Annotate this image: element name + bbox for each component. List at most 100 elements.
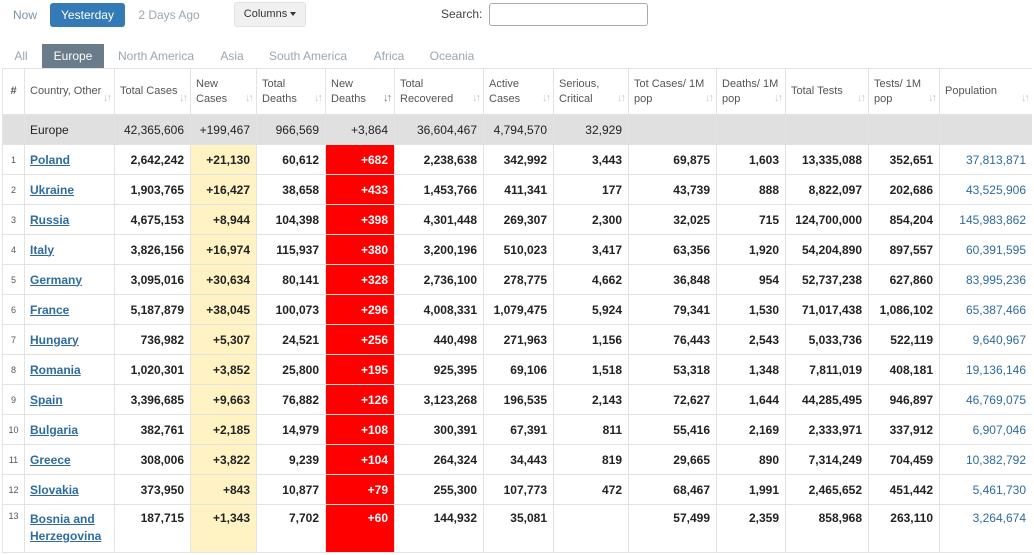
tab-north-america[interactable]: North America xyxy=(117,49,195,63)
cell-new-cases: +199,467 xyxy=(190,114,257,145)
now-button[interactable]: Now xyxy=(12,8,37,22)
cell-new-cases: +16,427 xyxy=(190,174,257,205)
column-header-country-other[interactable]: Country, Other ↓↑ xyxy=(24,68,115,115)
cell-new-cases: +3,822 xyxy=(190,444,257,475)
cell-tot-cases-1m-pop: 79,341 xyxy=(628,294,717,325)
column-header-total-deaths[interactable]: Total Deaths ↓↑ xyxy=(256,68,326,115)
cell-tot-cases-1m-pop: 53,318 xyxy=(628,354,717,385)
columns-dropdown-button[interactable]: Columns xyxy=(234,2,306,27)
tab-all[interactable]: All xyxy=(14,49,28,63)
sort-icon[interactable]: ↓↑ xyxy=(542,92,551,104)
population-link[interactable]: 10,382,792 xyxy=(965,452,1026,467)
cell-tests-1m-pop: 627,860 xyxy=(868,264,940,295)
column-header-tests-1m-pop[interactable]: Tests/ 1M pop ↓↑ xyxy=(868,68,940,115)
sort-icon[interactable]: ↓↑ xyxy=(103,92,112,104)
population-link[interactable]: 3,264,674 xyxy=(972,511,1026,525)
cell-serious-critical: 2,143 xyxy=(553,384,629,415)
population-link[interactable]: 37,813,871 xyxy=(965,152,1026,167)
table-row: 8 Romania 1,020,301 +3,852 25,800 +195 925,395… xyxy=(2,354,1032,385)
cell-tests-1m-pop xyxy=(868,114,940,145)
country-link[interactable]: Bosnia and Herzegovina xyxy=(30,512,102,543)
cell-population: 83,995,236 xyxy=(939,264,1032,295)
sort-icon[interactable]: ↓↑ xyxy=(383,92,392,104)
cell-rank xyxy=(2,114,25,145)
cell-total-recovered: 2,238,638 xyxy=(394,144,484,175)
column-header-population[interactable]: Population ↓↑ xyxy=(939,68,1032,115)
cell-total-deaths: 60,612 xyxy=(256,144,326,175)
population-link[interactable]: 145,983,862 xyxy=(959,212,1026,227)
tab-africa[interactable]: Africa xyxy=(373,49,405,63)
cell-total-cases: 373,950 xyxy=(114,474,191,505)
sort-icon[interactable]: ↓↑ xyxy=(472,92,481,104)
table-header-row: # Country, Other ↓↑ Total Cases ↓↑ New Cases ↓… xyxy=(2,68,1032,115)
population-link[interactable]: 65,387,466 xyxy=(965,302,1026,317)
cell-tot-cases-1m-pop: 68,467 xyxy=(628,474,717,505)
tab-asia[interactable]: Asia xyxy=(220,49,244,63)
two-days-ago-button[interactable]: 2 Days Ago xyxy=(138,8,200,22)
cell-new-deaths: +108 xyxy=(325,414,395,445)
country-link[interactable]: Bulgaria xyxy=(30,422,79,437)
cell-active-cases: 196,535 xyxy=(483,384,554,415)
column-header-total-recovered[interactable]: Total Recovered ↓↑ xyxy=(394,68,484,115)
search-input[interactable] xyxy=(489,3,648,26)
sort-icon[interactable]: ↓↑ xyxy=(314,92,323,104)
sort-icon[interactable]: ↓↑ xyxy=(705,92,714,104)
population-link[interactable]: 43,525,906 xyxy=(965,182,1026,197)
cell-active-cases: 271,963 xyxy=(483,324,554,355)
country-link[interactable]: Hungary xyxy=(30,332,79,347)
population-link[interactable]: 83,995,236 xyxy=(965,272,1026,287)
column-header-rank[interactable]: # xyxy=(2,68,25,115)
yesterday-button[interactable]: Yesterday xyxy=(50,3,125,27)
sort-icon[interactable]: ↓↑ xyxy=(857,92,866,104)
country-link[interactable]: Germany xyxy=(30,272,83,287)
country-link[interactable]: Romania xyxy=(30,362,81,377)
column-header-serious-critical[interactable]: Serious, Critical ↓↑ xyxy=(553,68,629,115)
tab-south-america[interactable]: South America xyxy=(268,49,348,63)
population-link[interactable]: 6,907,046 xyxy=(972,422,1026,437)
column-header-new-cases[interactable]: New Cases ↓↑ xyxy=(190,68,257,115)
cell-population xyxy=(939,114,1032,145)
cell-population: 5,461,730 xyxy=(939,474,1032,505)
column-header-total-tests[interactable]: Total Tests ↓↑ xyxy=(785,68,869,115)
column-header-total-cases[interactable]: Total Cases ↓↑ xyxy=(114,68,191,115)
population-link[interactable]: 5,461,730 xyxy=(972,482,1026,497)
column-header-label: New Cases xyxy=(196,77,228,105)
cell-new-deaths: +398 xyxy=(325,204,395,235)
cell-serious-critical: 1,156 xyxy=(553,324,629,355)
column-header-deaths-1m-pop[interactable]: Deaths/ 1M pop ↓↑ xyxy=(716,68,786,115)
cell-country-other: Hungary xyxy=(24,324,115,355)
population-link[interactable]: 46,769,075 xyxy=(965,392,1026,407)
cell-rank: 13 xyxy=(2,504,25,553)
population-link[interactable]: 19,136,146 xyxy=(965,362,1026,377)
tab-europe[interactable]: Europe xyxy=(42,44,104,68)
sort-icon[interactable]: ↓↑ xyxy=(928,92,937,104)
population-link[interactable]: 9,640,967 xyxy=(972,332,1026,347)
cell-population: 10,382,792 xyxy=(939,444,1032,475)
country-link[interactable]: Ukraine xyxy=(30,182,75,197)
country-link[interactable]: Poland xyxy=(30,152,71,167)
cell-tests-1m-pop: 522,119 xyxy=(868,324,940,355)
sort-icon[interactable]: ↓↑ xyxy=(617,92,626,104)
cell-deaths-1m-pop: 1,348 xyxy=(716,354,786,385)
country-link[interactable]: Slovakia xyxy=(30,482,79,497)
cell-total-tests: 124,700,000 xyxy=(785,204,869,235)
column-header-new-deaths[interactable]: New Deaths ↓↑ xyxy=(325,68,395,115)
country-link[interactable]: France xyxy=(30,302,70,317)
tab-oceania[interactable]: Oceania xyxy=(429,49,475,63)
country-link[interactable]: Italy xyxy=(30,242,55,257)
cell-rank: 11 xyxy=(2,444,25,475)
cell-new-cases: +5,307 xyxy=(190,324,257,355)
sort-icon[interactable]: ↓↑ xyxy=(774,92,783,104)
sort-icon[interactable]: ↓↑ xyxy=(179,92,188,104)
country-link[interactable]: Greece xyxy=(30,452,71,467)
country-link[interactable]: Russia xyxy=(30,212,70,227)
cell-country-other: Italy xyxy=(24,234,115,265)
cell-total-cases: 5,187,879 xyxy=(114,294,191,325)
sort-icon[interactable]: ↓↑ xyxy=(245,92,254,104)
column-header-tot-cases-1m-pop[interactable]: Tot Cases/ 1M pop ↓↑ xyxy=(628,68,717,115)
country-link[interactable]: Spain xyxy=(30,392,63,407)
column-header-active-cases[interactable]: Active Cases ↓↑ xyxy=(483,68,554,115)
sort-icon[interactable]: ↓↑ xyxy=(1021,92,1030,104)
population-link[interactable]: 60,391,595 xyxy=(965,242,1026,257)
cell-total-deaths: 104,398 xyxy=(256,204,326,235)
